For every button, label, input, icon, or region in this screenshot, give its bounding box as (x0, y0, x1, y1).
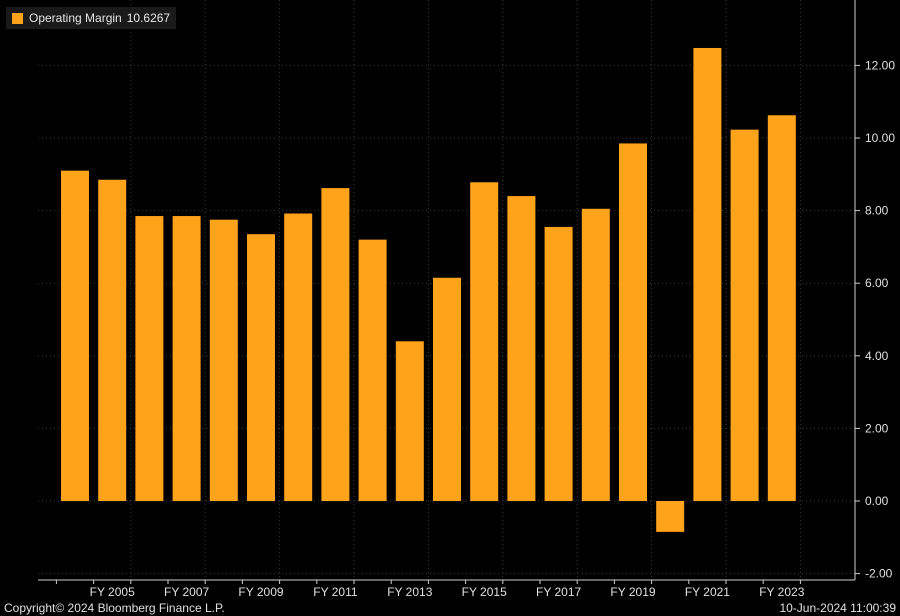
y-tick-label: 12.00 (865, 58, 895, 72)
x-tick-label: FY 2005 (90, 585, 135, 599)
bar-fy-2011 (321, 188, 350, 501)
bar-fy-2012 (358, 239, 387, 501)
bar-fy-2016 (507, 196, 536, 501)
y-tick-label: -2.00 (865, 567, 893, 581)
y-tick-label: 10.00 (865, 131, 895, 145)
legend-label: Operating Margin (29, 11, 122, 25)
legend-swatch (12, 12, 23, 24)
x-tick-label: FY 2013 (387, 585, 432, 599)
x-tick-label: FY 2011 (313, 585, 358, 599)
x-tick-label: FY 2017 (536, 585, 581, 599)
bar-fy-2006 (135, 216, 164, 502)
bar-fy-2019 (619, 143, 647, 501)
bar-fy-2004 (61, 170, 89, 502)
bar-fy-2005 (98, 179, 127, 501)
x-tick-label: FY 2021 (685, 585, 730, 599)
bar-fy-2013 (395, 341, 424, 501)
y-tick-label: 6.00 (865, 276, 889, 290)
copyright-text: Copyright© 2024 Bloomberg Finance L.P. (4, 601, 225, 615)
bar-fy-2018 (581, 208, 610, 501)
timestamp-text: 10-Jun-2024 11:00:39 (779, 601, 896, 615)
bar-fy-2020 (656, 501, 685, 532)
bar-fy-2023 (767, 115, 796, 501)
bar-fy-2022 (730, 129, 759, 501)
legend: Operating Margin 10.6267 (6, 7, 177, 29)
bar-fy-2010 (284, 213, 313, 501)
y-tick-label: 8.00 (865, 204, 889, 218)
y-tick-label: 2.00 (865, 421, 889, 435)
bar-fy-2008 (209, 219, 238, 502)
y-tick-label: 0.00 (865, 494, 889, 508)
bar-fy-2009 (247, 234, 275, 501)
x-tick-label: FY 2023 (759, 585, 804, 599)
x-tick-label: FY 2009 (238, 585, 283, 599)
x-tick-label: FY 2015 (462, 585, 507, 599)
bar-fy-2021 (693, 47, 722, 501)
x-tick-label: FY 2019 (610, 585, 655, 599)
legend-value: 10.6267 (126, 11, 171, 25)
bar-fy-2007 (172, 216, 201, 502)
y-tick-label: 4.00 (865, 349, 889, 363)
bar-fy-2014 (433, 277, 461, 501)
bar-fy-2017 (544, 226, 573, 501)
bar-fy-2015 (470, 182, 499, 501)
x-tick-label: FY 2007 (164, 585, 209, 599)
